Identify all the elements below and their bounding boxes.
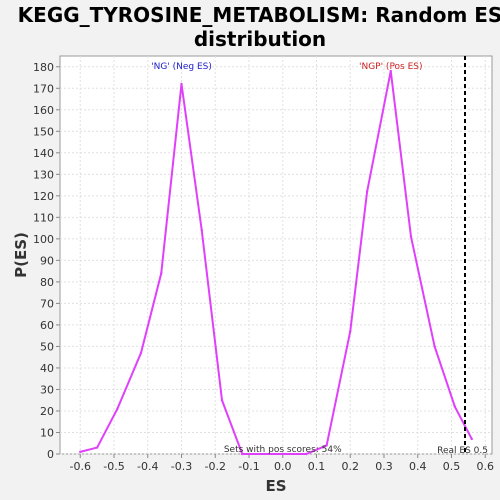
y-tick-label: 160 bbox=[33, 104, 54, 117]
y-tick-label: 70 bbox=[40, 297, 54, 310]
series-layer bbox=[79, 69, 473, 456]
y-tick-label: 120 bbox=[33, 190, 54, 203]
y-tick-label: 130 bbox=[33, 168, 54, 181]
y-tick-label: 40 bbox=[40, 362, 54, 375]
grid bbox=[60, 56, 492, 455]
pos-es-annotation: 'NGP' (Pos ES) bbox=[359, 62, 423, 72]
data-point bbox=[241, 452, 244, 456]
real-es-annotation: Real ES 0.5 bbox=[437, 446, 488, 456]
y-tick-label: 100 bbox=[33, 233, 54, 246]
y-tick-label: 90 bbox=[40, 254, 54, 267]
x-tick-label: 0.5 bbox=[443, 460, 461, 473]
axis-ticks: -0.6 -0.5 -0.4 -0.3 -0.2 -0.1 0.0 0.1 0.2 0.3 0.4 0… bbox=[33, 61, 494, 473]
y-tick-label: 170 bbox=[33, 82, 54, 95]
data-point bbox=[409, 235, 413, 238]
data-point bbox=[389, 69, 392, 73]
y-tick-label: 0 bbox=[47, 448, 54, 461]
data-point bbox=[325, 444, 328, 447]
x-tick-label: -0.1 bbox=[238, 460, 259, 473]
y-tick-label: 150 bbox=[33, 125, 54, 138]
x-tick-label: -0.5 bbox=[103, 460, 124, 473]
x-tick-label: 0.1 bbox=[308, 460, 326, 473]
x-axis-label: ES bbox=[265, 477, 286, 495]
x-tick-label: -0.6 bbox=[70, 460, 91, 473]
x-tick-label: -0.2 bbox=[205, 460, 226, 473]
data-point bbox=[95, 446, 99, 449]
y-tick-label: 60 bbox=[40, 319, 54, 332]
data-point bbox=[220, 399, 224, 402]
annotations: 'NG' (Neg ES) 'NGP' (Pos ES) Sets with p… bbox=[151, 56, 488, 456]
x-tick-label: 0.4 bbox=[409, 460, 427, 473]
neg-es-annotation: 'NG' (Neg ES) bbox=[151, 62, 212, 72]
data-point bbox=[453, 405, 457, 408]
x-tick-label: -0.3 bbox=[171, 460, 192, 473]
data-point bbox=[200, 229, 203, 232]
plot-area bbox=[59, 55, 493, 455]
x-tick-label: 0.6 bbox=[477, 460, 495, 473]
data-point bbox=[116, 407, 119, 411]
y-tick-label: 110 bbox=[33, 211, 54, 224]
sets-pos-scores-annotation: Sets with pos scores: 54% bbox=[224, 445, 342, 455]
x-tick-label: 0.0 bbox=[274, 460, 292, 473]
data-point bbox=[365, 190, 369, 193]
data-point bbox=[349, 330, 352, 333]
x-tick-label: 0.3 bbox=[375, 460, 393, 473]
data-point bbox=[470, 437, 473, 441]
data-point bbox=[139, 351, 143, 355]
data-point bbox=[79, 450, 82, 454]
y-tick-label: 140 bbox=[33, 147, 54, 160]
x-tick-label: -0.4 bbox=[137, 460, 158, 473]
y-tick-label: 50 bbox=[40, 340, 54, 353]
chart-title-line1: KEGG_TYROSINE_METABOLISM: Random ES bbox=[18, 3, 500, 27]
y-tick-label: 80 bbox=[40, 276, 54, 289]
x-tick-label: 0.2 bbox=[342, 460, 360, 473]
data-point bbox=[305, 452, 308, 456]
y-tick-label: 10 bbox=[40, 426, 54, 439]
data-point bbox=[281, 452, 284, 456]
y-tick-label: 180 bbox=[33, 61, 54, 74]
data-point bbox=[433, 345, 436, 348]
y-tick-label: 20 bbox=[40, 405, 54, 418]
chart-title-line2: distribution bbox=[194, 27, 326, 51]
y-axis-label: P(ES) bbox=[12, 232, 30, 278]
y-tick-label: 30 bbox=[40, 383, 54, 396]
data-point bbox=[160, 272, 163, 275]
data-point bbox=[180, 82, 183, 86]
